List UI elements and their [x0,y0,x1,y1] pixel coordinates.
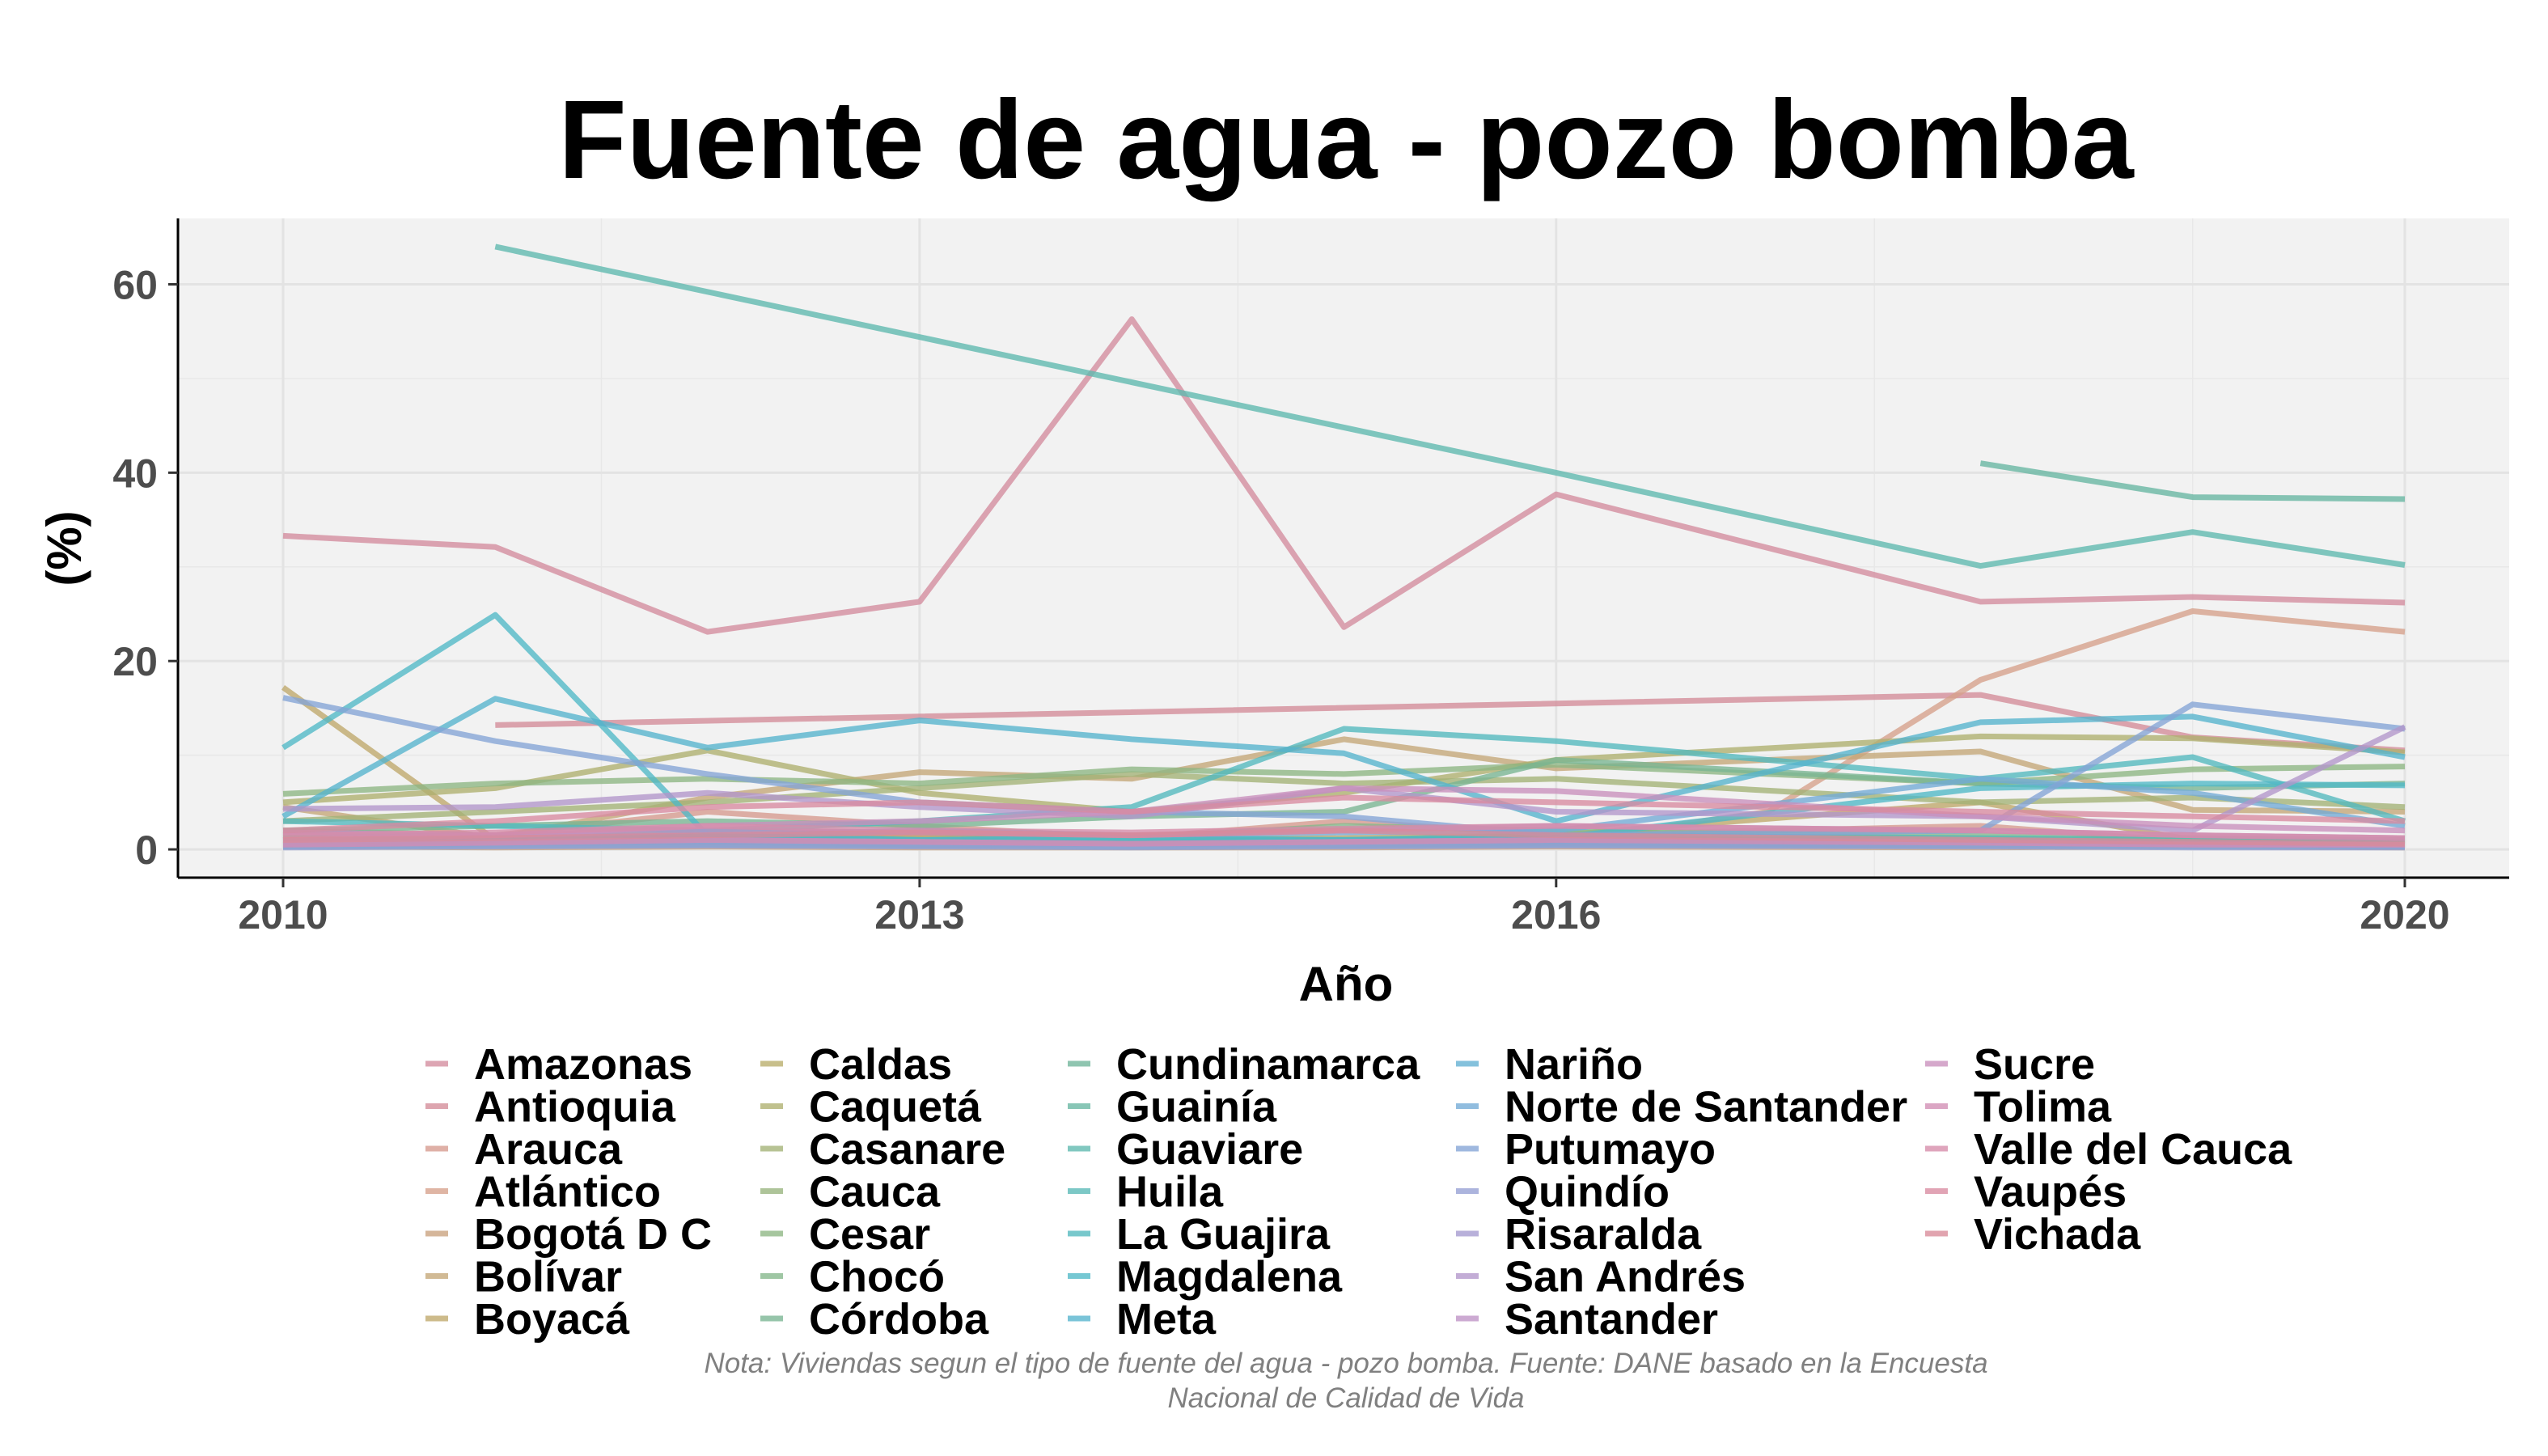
legend-label: Risaralda [1505,1210,1702,1259]
x-tick-label: 2010 [238,892,328,938]
legend-label: Santander [1505,1295,1718,1344]
legend-label: Bolívar [474,1253,622,1302]
legend-label: Caquetá [809,1083,982,1132]
chart-title: Fuente de agua - pozo bomba [558,78,2135,202]
y-axis-ticks: 0 20 40 60 [112,263,178,873]
series-line [282,736,2406,841]
caption-line-1: Nota: Viviendas segun el tipo de fuente … [704,1348,1987,1379]
legend-label: Arauca [474,1125,623,1174]
legend-label: Caldas [809,1040,952,1089]
legend-label: Sucre [1974,1040,2095,1089]
legend-label: Huila [1116,1168,1224,1217]
caption-line-2: Nacional de Calidad de Vida [1167,1382,1524,1414]
legend-label: Antioquia [474,1083,676,1132]
legend-label: Vichada [1974,1210,2141,1259]
series-line [282,316,2406,635]
legend-label: Amazonas [474,1040,692,1089]
legend-label: Quindío [1505,1168,1670,1217]
legend-label: Magdalena [1116,1253,1343,1302]
series-lines [281,243,2406,851]
legend-label: San Andrés [1505,1253,1746,1302]
series-line [282,827,2406,847]
series-line [282,794,2406,834]
y-tick-label: 20 [112,639,158,684]
series-line [282,771,2406,824]
legend-label: Chocó [809,1253,945,1302]
legend-label: Cundinamarca [1116,1040,1420,1089]
series-line [494,243,2406,569]
legend-label: Cauca [809,1168,941,1217]
y-tick-label: 40 [112,451,158,496]
legend-label: Cesar [809,1210,930,1259]
x-tick-label: 2016 [1511,892,1601,938]
legend-label: Guaviare [1116,1125,1303,1174]
legend-label: La Guajira [1116,1210,1331,1259]
legend-label: Nariño [1505,1040,1643,1089]
legend-label: Boyacá [474,1295,630,1344]
legend-label: Bogotá D C [474,1210,712,1259]
legend-label: Meta [1116,1295,1217,1344]
legend-label: Putumayo [1505,1125,1716,1174]
legend-label: Valle del Cauca [1974,1125,2292,1174]
legend-label: Guainía [1116,1083,1277,1132]
legend-label: Córdoba [809,1295,989,1344]
series-line [282,842,2405,851]
y-axis-title: (%) [37,510,91,586]
series-line [282,761,2406,797]
legend-label: Tolima [1974,1083,2112,1132]
series-line [281,696,2406,824]
x-tick-label: 2020 [2360,892,2449,938]
plot-panel [178,218,2509,878]
legend-label: Casanare [809,1125,1005,1174]
series-line [282,695,2406,839]
x-tick-label: 2013 [874,892,964,938]
x-axis-ticks: 2010 2013 2016 2020 [238,878,2450,938]
y-tick-label: 0 [135,827,158,873]
legend-label: Norte de Santander [1505,1083,1907,1132]
y-tick-label: 60 [112,263,158,308]
legend-label: Vaupés [1974,1168,2127,1217]
series-line [1979,460,2406,502]
legend-label: Atlántico [474,1168,661,1217]
x-axis-title: Año [1299,957,1394,1011]
